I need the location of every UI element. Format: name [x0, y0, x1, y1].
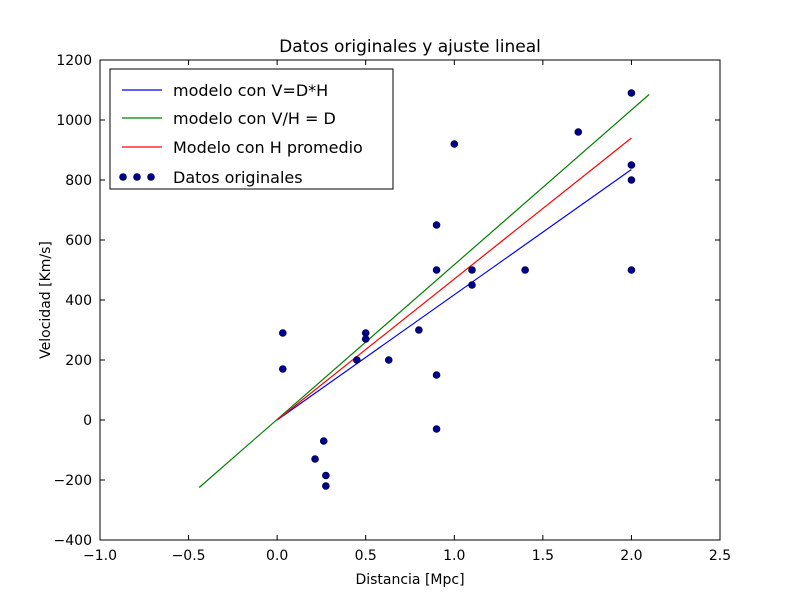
- data-point: [311, 455, 319, 463]
- data-point: [627, 266, 636, 274]
- series-line-2: [198, 94, 650, 488]
- x-tick-label: 1.5: [532, 548, 554, 564]
- x-tick-label: −0.5: [172, 548, 206, 564]
- legend-box: [109, 68, 394, 190]
- legend-marker: [133, 173, 141, 181]
- data-point: [319, 437, 328, 445]
- data-point: [627, 161, 636, 169]
- data-point: [415, 326, 423, 334]
- data-point: [322, 471, 330, 480]
- series-line-1: [276, 169, 632, 421]
- x-tick-label: 0.0: [266, 548, 288, 564]
- data-point: [361, 335, 370, 343]
- legend-label-2: modelo con V/H = D: [173, 109, 336, 128]
- data-point: [450, 140, 459, 148]
- data-point: [574, 128, 583, 136]
- data-point: [322, 482, 330, 490]
- data-point: [279, 365, 287, 373]
- y-tick-label: 1200: [56, 53, 92, 69]
- data-point: [468, 266, 476, 274]
- data-point: [432, 221, 441, 229]
- data-point: [384, 356, 393, 364]
- legend-label-3: Modelo con H promedio: [173, 138, 363, 157]
- x-tick-label: 2.5: [709, 548, 731, 564]
- data-point: [432, 266, 441, 274]
- data-point: [279, 329, 287, 337]
- y-tick-label: −200: [54, 473, 92, 489]
- data-point: [521, 266, 529, 274]
- legend-marker: [119, 173, 127, 181]
- y-tick-label: 600: [65, 233, 92, 249]
- y-tick-label: 200: [65, 353, 92, 369]
- x-tick-label: −1.0: [83, 548, 117, 564]
- y-tick-label: −400: [54, 533, 92, 549]
- data-point: [353, 356, 361, 364]
- y-tick-label: 0: [83, 413, 92, 429]
- y-tick-label: 800: [65, 173, 92, 189]
- x-tick-label: 0.5: [355, 548, 377, 564]
- series-line-3: [276, 137, 632, 421]
- legend-marker: [147, 173, 155, 181]
- x-tick-label: 2.0: [620, 548, 642, 564]
- chart-title: Datos originales y ajuste lineal: [279, 37, 541, 57]
- y-tick-label: 1000: [56, 113, 92, 129]
- y-tick-label: 400: [65, 293, 92, 309]
- legend-label-1: modelo con V=D*H: [173, 81, 328, 100]
- data-point: [627, 176, 636, 184]
- y-axis-title: Velocidad [Km/s]: [38, 241, 54, 359]
- data-point: [468, 281, 476, 289]
- legend-label-4: Datos originales: [173, 168, 303, 187]
- x-tick-label: 1.0: [443, 548, 465, 564]
- data-point: [432, 425, 441, 433]
- data-point: [627, 89, 636, 97]
- data-point: [432, 371, 441, 379]
- x-axis-title: Distancia [Mpc]: [355, 572, 464, 588]
